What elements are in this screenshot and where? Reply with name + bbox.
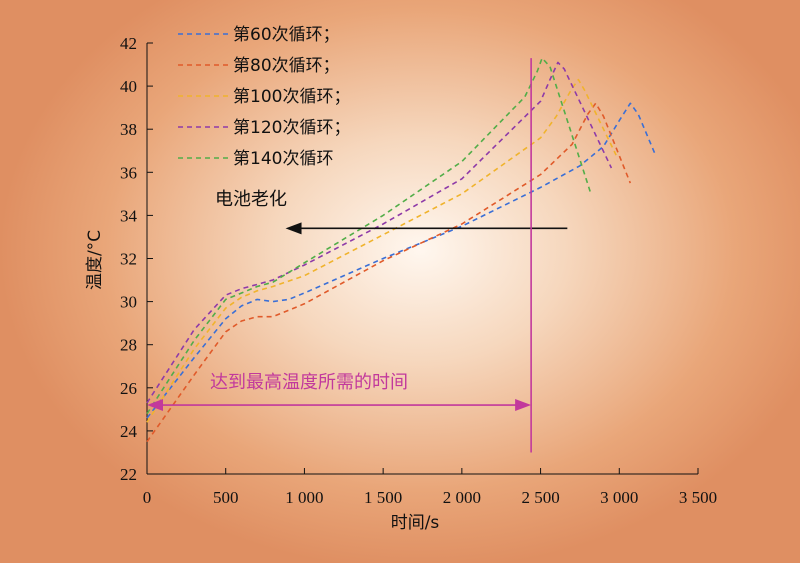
y-tick-label: 26 — [120, 379, 137, 398]
legend-label-2: 第80次循环； — [233, 56, 340, 76]
y-tick-label: 42 — [120, 34, 137, 53]
y-tick-label: 40 — [120, 77, 137, 96]
y-tick-label: 28 — [120, 336, 137, 355]
series-line-2 — [146, 102, 632, 443]
x-axis-title: 时间/s — [391, 513, 440, 533]
legend-label-4: 第120次循环； — [233, 118, 350, 138]
series-line-1 — [146, 102, 657, 419]
axes: 0 500 1 000 1 500 2 000 2 500 3 000 3 500 22 24 26… — [120, 34, 717, 507]
legend-label-3: 第100次循环； — [233, 87, 350, 107]
y-tick-label: 38 — [120, 120, 137, 139]
legend-label-1: 第60次循环； — [233, 25, 340, 45]
legend-label-5: 第140次循环 — [233, 149, 333, 169]
y-tick-label: 34 — [120, 206, 138, 225]
time-arrow-head-left — [147, 399, 163, 412]
aging-label: 电池老化 — [215, 189, 287, 210]
y-tick-label: 22 — [120, 465, 137, 484]
series-line-3 — [146, 78, 617, 423]
annotations: 电池老化 达到最高温度所需的时间 — [147, 58, 568, 453]
x-tick-label: 3 000 — [600, 488, 638, 507]
y-tick-label: 30 — [120, 293, 137, 312]
time-arrow-head-right — [515, 399, 532, 412]
x-tick-label: 3 500 — [679, 488, 717, 507]
x-tick-label: 1 000 — [285, 488, 323, 507]
legend: 第60次循环； 第80次循环； 第100次循环； 第120次循环； 第140次循环 — [178, 25, 350, 169]
y-tick-label: 32 — [120, 250, 137, 269]
y-tick-label: 36 — [120, 163, 137, 182]
series-line-4 — [146, 61, 613, 404]
y-axis-title: 温度/°C — [85, 230, 105, 290]
x-tick-label: 2 500 — [521, 488, 559, 507]
time-to-max-label: 达到最高温度所需的时间 — [210, 372, 408, 393]
series-layer — [146, 57, 657, 443]
x-tick-label: 1 500 — [364, 488, 402, 507]
x-tick-label: 500 — [213, 488, 239, 507]
aging-arrow-head — [285, 222, 302, 235]
x-tick-label: 0 — [143, 488, 152, 507]
y-tick-label: 24 — [120, 422, 138, 441]
x-tick-label: 2 000 — [443, 488, 481, 507]
series-line-5 — [146, 57, 592, 415]
